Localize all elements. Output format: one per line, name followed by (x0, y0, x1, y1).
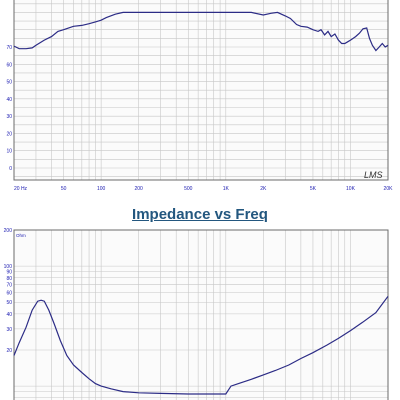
y-tick-label: 20 (6, 348, 12, 354)
y-tick-label: 60 (6, 291, 12, 297)
y-tick-label: 10 (6, 149, 12, 155)
plot-area (14, 230, 388, 400)
x-tick-label: 20 Hz (14, 186, 28, 192)
y-axis-unit: Ohm (16, 233, 26, 238)
impedance-trace (13, 295, 389, 395)
y-tick-label: 90 (6, 270, 12, 276)
y-tick-label: 80 (6, 276, 12, 282)
x-tick-label: 10K (346, 186, 356, 192)
y-tick-label: 70 (6, 45, 12, 51)
x-tick-label: 100 (97, 186, 106, 192)
x-tick-label: 2K (260, 186, 267, 192)
x-tick-label: 500 (184, 186, 193, 192)
y-tick-label: 50 (6, 300, 12, 306)
spl-trace (13, 11, 389, 52)
x-tick-label: 20K (384, 186, 394, 192)
y-tick-label: 60 (6, 62, 12, 68)
x-tick-label: 200 (134, 186, 143, 192)
y-tick-label: 200 (4, 228, 13, 234)
x-tick-label: 1K (223, 186, 230, 192)
y-tick-label: 40 (6, 312, 12, 318)
y-tick-label: 70 (6, 283, 12, 289)
impedance-chart-title: Impedance vs Freq (132, 206, 268, 223)
lms-watermark: LMS (364, 170, 383, 180)
plot-frame (13, 0, 389, 181)
y-tick-label: 40 (6, 97, 12, 103)
y-tick-label: 50 (6, 80, 12, 86)
y-tick-label: 20 (6, 131, 12, 137)
x-tick-label: 50 (61, 186, 67, 192)
y-tick-label: 30 (6, 327, 12, 333)
plot-frame (13, 229, 389, 400)
x-tick-label: 5K (310, 186, 317, 192)
y-tick-label: 30 (6, 114, 12, 120)
y-tick-label: 100 (4, 264, 13, 270)
y-tick-label: 0 (9, 166, 12, 172)
